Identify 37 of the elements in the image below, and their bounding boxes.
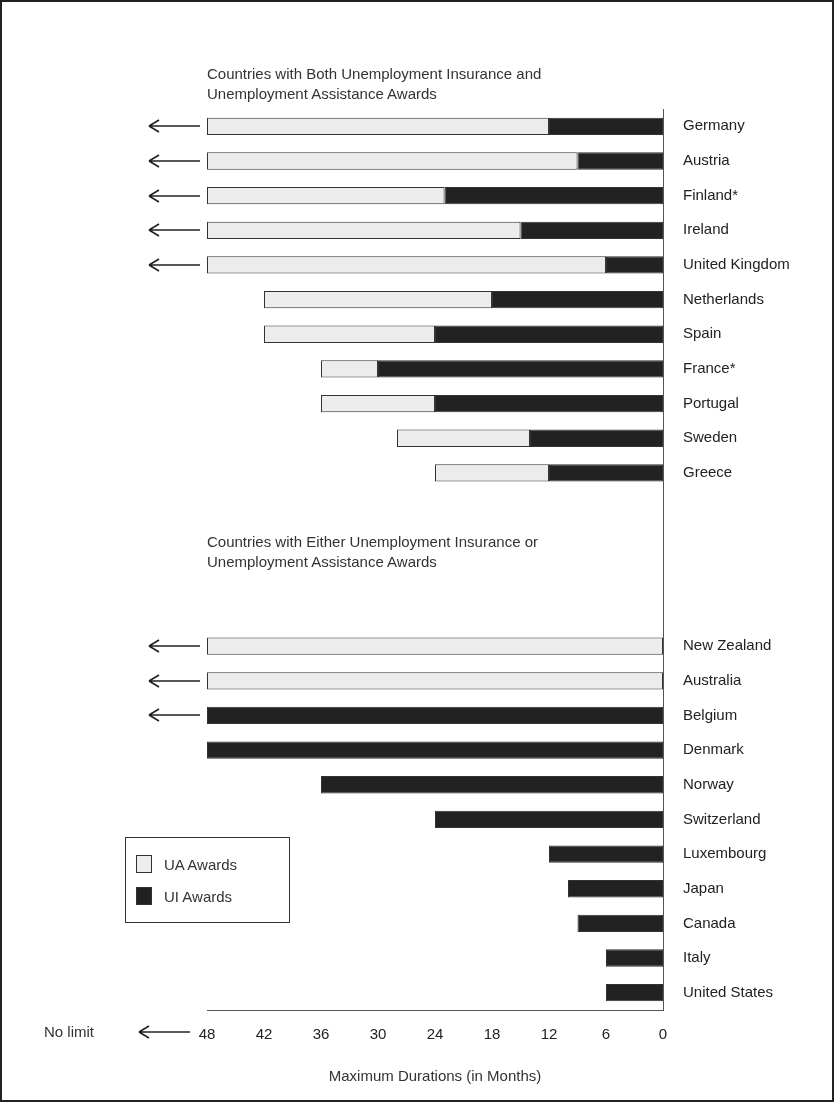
x-tick-label: 48	[198, 1025, 216, 1043]
y-tick-label: Netherlands	[683, 289, 764, 307]
x-tick-label: 36	[312, 1025, 330, 1043]
y-tick-label: New Zealand	[683, 636, 772, 654]
y-tick-label: United Kingdom	[683, 255, 790, 273]
y-tick-label: Norway	[683, 774, 735, 792]
x-tick-label: 24	[426, 1025, 444, 1043]
x-tick-label: 6	[601, 1025, 611, 1043]
y-tick-label: Denmark	[683, 740, 745, 758]
x-tick-label: 12	[540, 1025, 558, 1043]
x-tick-label: 0	[658, 1025, 668, 1043]
x-tick-label: 30	[369, 1025, 387, 1043]
text: No limit	[44, 1022, 95, 1042]
y-tick-label: Germany	[683, 116, 746, 134]
y-tick-label: Belgium	[683, 705, 738, 723]
y-tick-label: Austria	[683, 151, 731, 169]
legend-label: UI Awards	[164, 887, 233, 905]
annotation: Countries with Either Unemployment Insurance or Unemployment Assistance Awards	[207, 532, 539, 573]
y-tick-label: Sweden	[683, 428, 738, 446]
y-tick-label: Italy	[683, 948, 712, 966]
y-tick-label: Luxembourg	[683, 844, 767, 862]
y-tick-label: United States	[683, 982, 774, 1000]
y-tick-label: France*	[683, 359, 736, 377]
x-axis-title: Maximum Durations (in Months)	[328, 1067, 542, 1085]
y-tick-label: Greece	[683, 463, 733, 481]
chart-title: Countries with Both Unemployment Insurance and Unemployment Assistance Awards	[207, 64, 543, 104]
legend-label: UA Awards	[164, 855, 238, 873]
y-tick-label: Australia	[683, 670, 743, 688]
y-tick-label: Canada	[683, 913, 737, 931]
y-tick-label: Japan	[683, 878, 724, 896]
y-tick-label: Portugal	[683, 393, 739, 411]
y-tick-label: Switzerland	[683, 809, 761, 827]
x-tick-label: 42	[255, 1025, 273, 1043]
y-tick-label: Finland*	[683, 185, 739, 203]
y-tick-label: Ireland	[683, 220, 729, 238]
x-tick-label: 18	[483, 1025, 501, 1043]
y-tick-label: Spain	[683, 324, 722, 342]
